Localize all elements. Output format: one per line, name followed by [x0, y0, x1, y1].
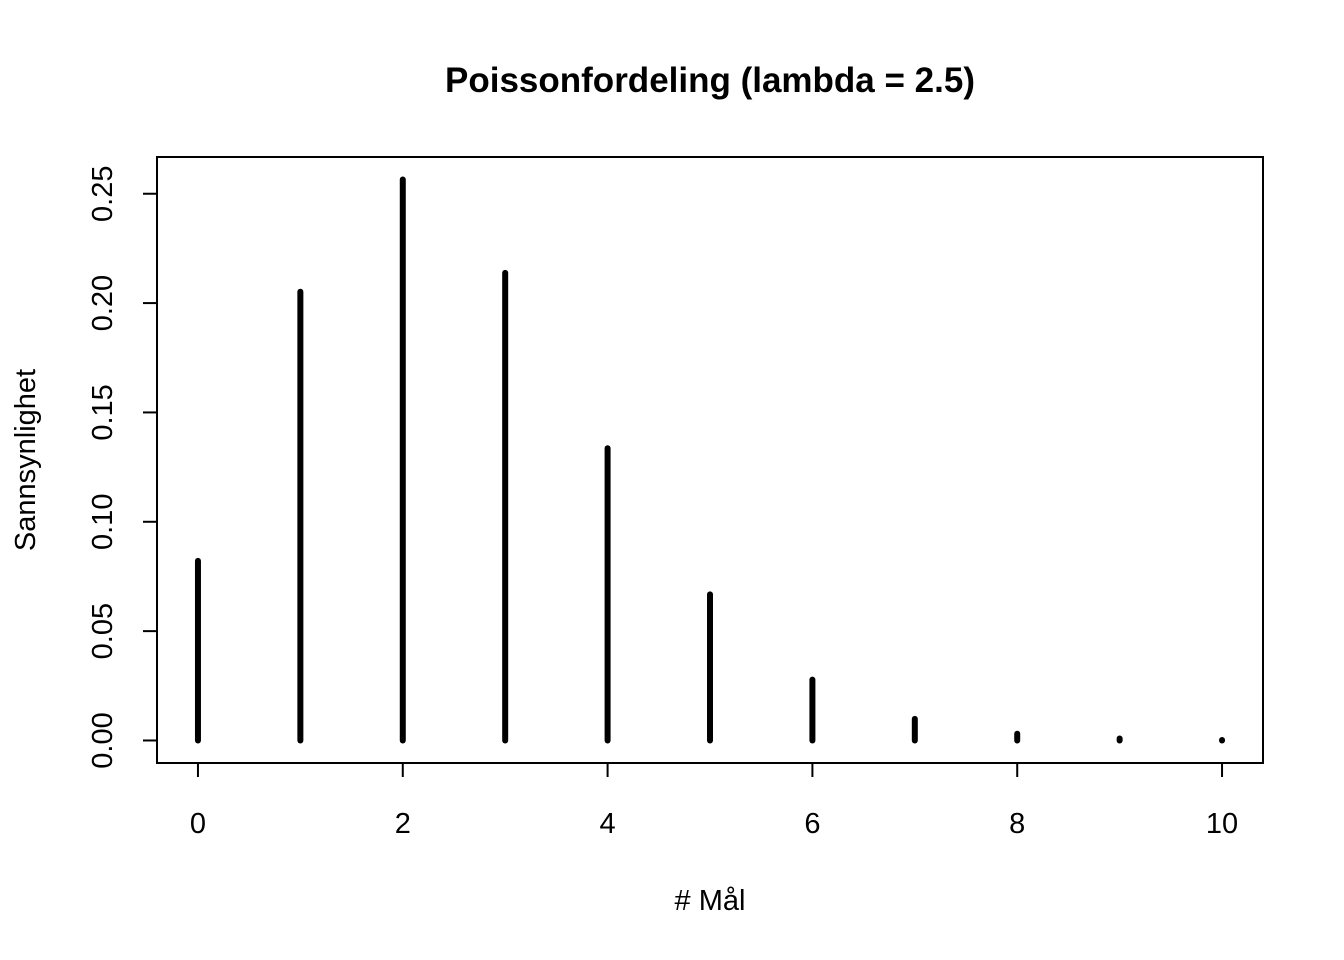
y-tick-label: 0.15 [87, 384, 119, 440]
x-tick-label: 2 [395, 808, 411, 840]
x-axis-label: # Mål [675, 885, 746, 917]
x-tick-label: 6 [804, 808, 820, 840]
y-tick-label: 0.00 [87, 712, 119, 768]
x-tick-label: 0 [190, 808, 206, 840]
y-axis: 0.00 0.05 0.10 0.15 0.20 0.25 [87, 166, 158, 769]
x-tick-label: 10 [1206, 808, 1238, 840]
x-tick-label: 8 [1009, 808, 1025, 840]
x-axis: 0 2 4 6 8 10 [190, 762, 1238, 840]
y-tick-label: 0.05 [87, 603, 119, 659]
chart-title: Poissonfordeling (lambda = 2.5) [445, 61, 975, 100]
x-tick-label: 4 [600, 808, 616, 840]
y-tick-label: 0.25 [87, 166, 119, 222]
bars-group [194, 176, 1226, 744]
y-tick-label: 0.20 [87, 275, 119, 331]
y-tick-label: 0.10 [87, 494, 119, 550]
y-axis-label: Sannsynlighet [10, 369, 42, 551]
